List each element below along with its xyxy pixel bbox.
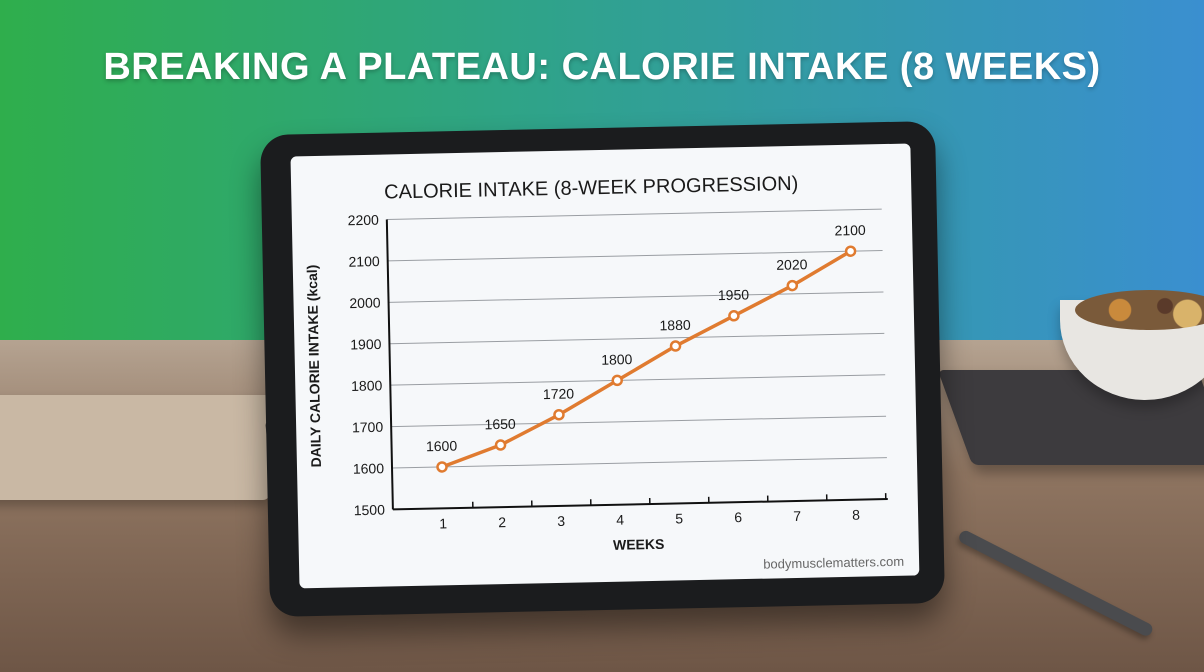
gridline	[390, 374, 886, 386]
gridline	[387, 250, 883, 262]
data-label: 1720	[543, 385, 575, 402]
data-label: 2020	[776, 256, 808, 273]
x-tick-label: 2	[498, 514, 506, 530]
y-tick-label: 1800	[351, 377, 383, 394]
gridline	[388, 291, 884, 303]
x-tick-label: 6	[734, 509, 742, 525]
gridline	[392, 457, 887, 469]
series-line-segment	[557, 378, 619, 417]
data-point	[553, 409, 565, 421]
data-point	[494, 439, 507, 451]
y-tick-label: 2100	[348, 253, 380, 270]
gridline	[389, 332, 885, 345]
data-point	[844, 245, 857, 257]
data-label: 2100	[834, 222, 866, 239]
y-tick-label: 2200	[348, 212, 380, 229]
series-line-segment	[440, 443, 503, 469]
gridline	[391, 415, 887, 428]
series-line-segment	[498, 413, 561, 447]
watermark: bodymusclematters.com	[763, 554, 904, 572]
data-point	[436, 461, 448, 473]
y-tick-label: 1500	[354, 502, 386, 519]
y-tick-label: 2000	[349, 294, 381, 311]
x-tick-label: 7	[793, 508, 801, 524]
x-axis	[392, 498, 888, 511]
y-axis	[385, 219, 394, 510]
data-point	[728, 310, 740, 322]
tablet-screen: CALORIE INTAKE (8-WEEK PROGRESSION) DAIL…	[290, 143, 920, 589]
y-axis-label: DAILY CALORIE INTAKE (kcal)	[304, 265, 324, 468]
y-tick-label: 1700	[352, 419, 384, 436]
x-axis-label: WEEKS	[613, 536, 665, 553]
y-tick-label: 1900	[350, 336, 382, 353]
data-point	[669, 340, 682, 352]
series-line-segment	[732, 283, 795, 318]
series-line-segment	[615, 344, 678, 383]
series-line-segment	[673, 314, 736, 348]
series-line-segment	[790, 249, 853, 288]
data-label: 1800	[601, 351, 633, 368]
notebook	[0, 395, 292, 500]
tablet: CALORIE INTAKE (8-WEEK PROGRESSION) DAIL…	[260, 120, 945, 618]
x-tick-label: 3	[557, 513, 565, 529]
x-tick-label: 5	[675, 510, 683, 526]
y-tick-label: 1600	[353, 460, 385, 477]
food-in-bowl	[1075, 290, 1204, 330]
x-tick-label: 4	[616, 512, 624, 528]
headline: BREAKING A PLATEAU: CALORIE INTAKE (8 WE…	[103, 46, 1101, 88]
data-point	[611, 374, 623, 387]
gridline	[386, 208, 882, 220]
data-label: 1880	[659, 317, 691, 334]
data-label: 1950	[718, 286, 750, 303]
x-tick-label: 1	[439, 515, 447, 531]
x-tick-label: 8	[852, 507, 860, 523]
chart-title: CALORIE INTAKE (8-WEEK PROGRESSION)	[384, 173, 799, 204]
data-label: 1600	[426, 438, 458, 455]
data-point	[786, 279, 799, 292]
line-chart: CALORIE INTAKE (8-WEEK PROGRESSION) DAIL…	[304, 173, 904, 572]
data-label: 1650	[484, 416, 516, 433]
